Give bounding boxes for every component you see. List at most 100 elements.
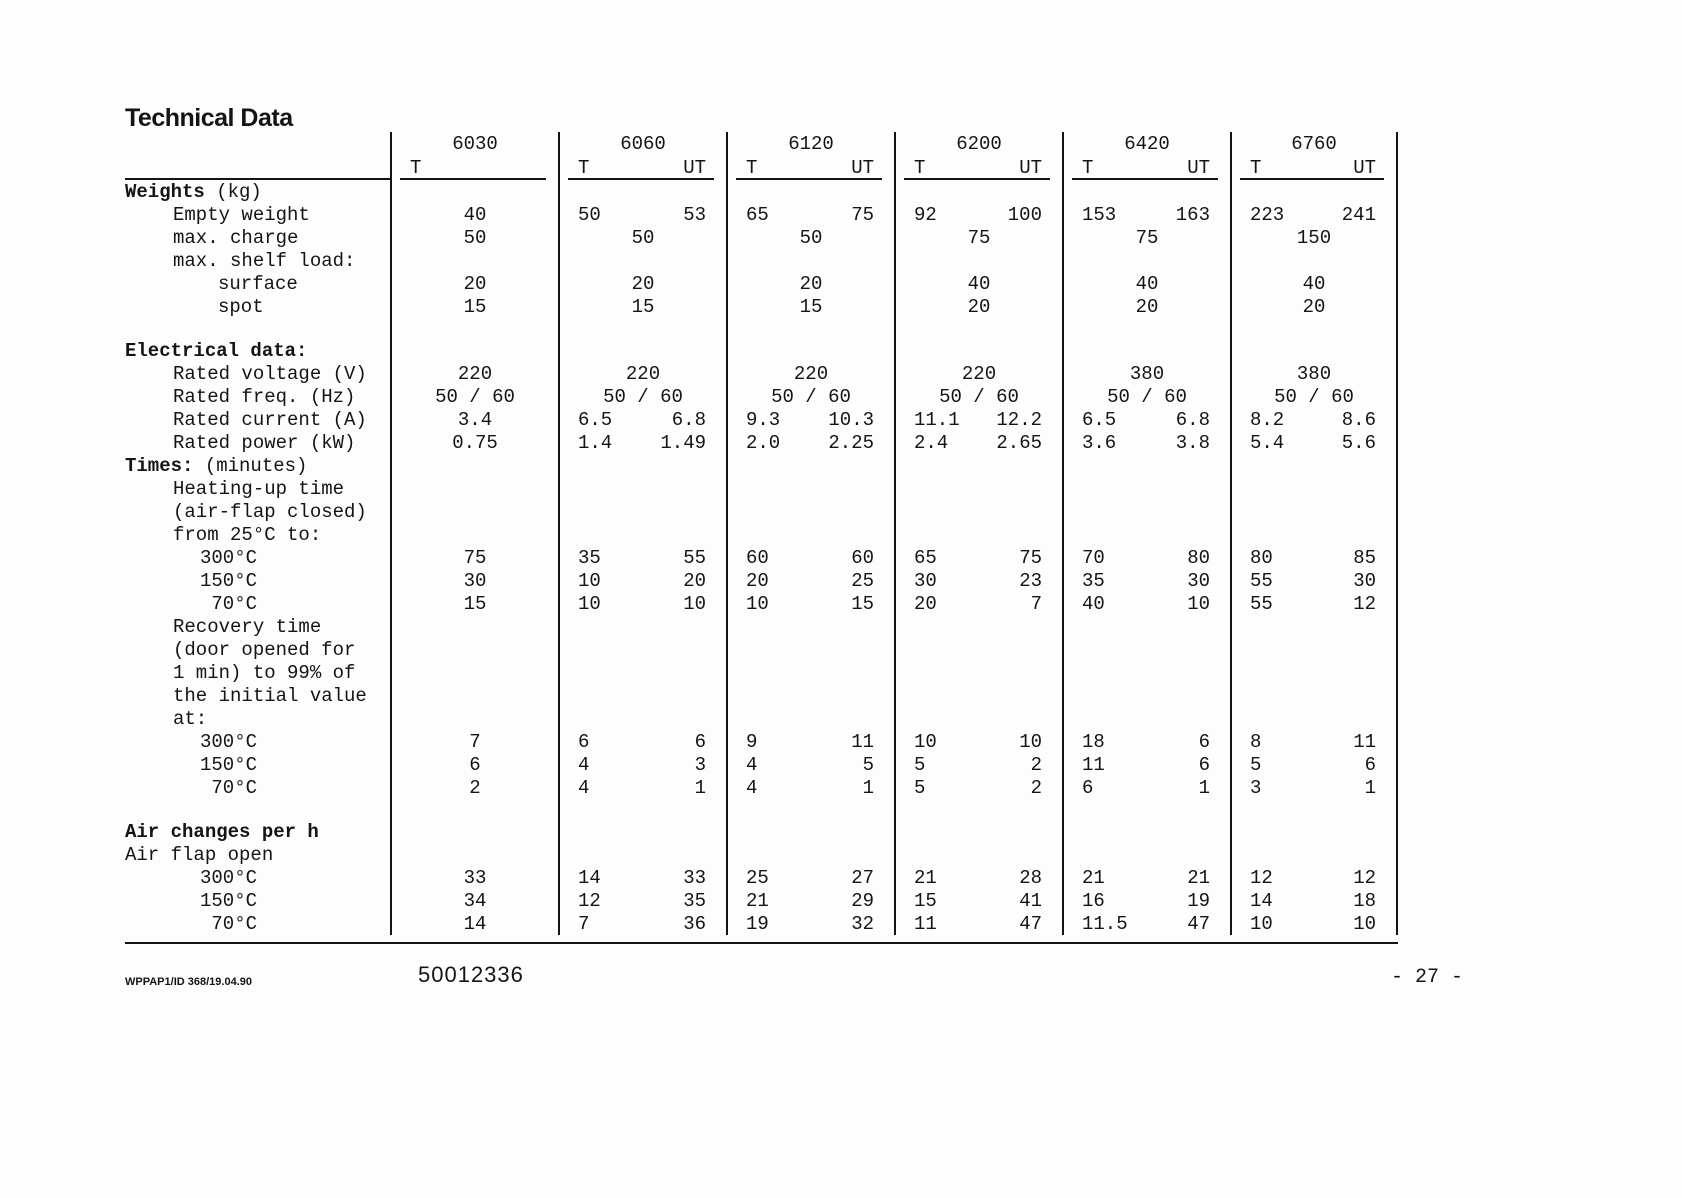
cell-value: 220 (793, 362, 829, 385)
cell-value-ut: 47 (1019, 912, 1042, 935)
value-cell-6760 (1230, 339, 1398, 362)
value-cell-6760 (1230, 249, 1398, 272)
table-row: max. charge 50 50 50 75 75 150 (125, 226, 1398, 249)
value-cell-6420 (1062, 454, 1230, 477)
row-label: surface (218, 272, 298, 295)
row-label-cell: max. shelf load: (125, 249, 390, 272)
cell-value-ut: 6 (1364, 753, 1376, 776)
cell-value-t: 10 (578, 569, 601, 592)
cell-value-ut: 1 (1198, 776, 1210, 799)
cell-value-ut: 8.6 (1341, 408, 1376, 431)
value-cell-6120 (726, 180, 894, 203)
cell-value-t: 6 (1082, 776, 1094, 799)
value-cell-6420: 18 6 (1062, 730, 1230, 753)
value-cell-6120: 20 (726, 272, 894, 295)
row-label-cell: at: (125, 707, 390, 730)
row-label: 300°C (199, 546, 257, 569)
cell-value-t: 4 (578, 753, 590, 776)
value-cell-6200 (894, 249, 1062, 272)
value-cell-6200 (894, 615, 1062, 638)
value-cell-6030: 3.4 (390, 408, 558, 431)
value-cell-6120 (726, 477, 894, 500)
row-label: 300°C (199, 730, 257, 753)
row-label-cell: Rated voltage (V) (125, 362, 390, 385)
cell-value-t: 9.3 (746, 408, 781, 431)
value-cell-6060 (558, 615, 726, 638)
cell-value-ut: 6.8 (671, 408, 706, 431)
col-label-ut: UT (1187, 157, 1210, 179)
model-name: 6060 (620, 133, 666, 155)
model-header-6420: 6420 (1062, 132, 1230, 156)
row-label-cell: Air changes per h (125, 820, 390, 843)
row-label-bold: Times: (125, 454, 194, 477)
cell-value: 50 / 60 (435, 385, 515, 408)
value-cell-6030: 34 (390, 889, 558, 912)
value-cell-6120 (726, 500, 894, 523)
cell-value-ut: 18 (1353, 889, 1376, 912)
row-label: 300°C (199, 866, 257, 889)
row-label: 70°C (211, 912, 257, 935)
cell-value-ut: 2 (1030, 753, 1042, 776)
model-name: 6120 (788, 133, 834, 155)
value-cell-6030 (390, 249, 558, 272)
value-cell-6420 (1062, 707, 1230, 730)
row-label-cell: Rated power (kW) (125, 431, 390, 454)
table-row: Air changes per h (125, 820, 1398, 843)
value-cell-6200: 65 75 (894, 546, 1062, 569)
value-cell-6030 (390, 843, 558, 866)
cell-value-ut: 28 (1019, 866, 1042, 889)
value-cell-6120 (726, 318, 894, 339)
value-cell-6060 (558, 799, 726, 820)
cell-value-ut: 241 (1341, 203, 1376, 226)
cell-value: 50 / 60 (1107, 385, 1187, 408)
cell-value-ut: 32 (851, 912, 874, 935)
value-cell-6420: 70 80 (1062, 546, 1230, 569)
cell-value-t: 5 (914, 753, 926, 776)
tut-header-6030: T (390, 156, 558, 180)
row-label-cell: spot (125, 295, 390, 318)
cell-value-t: 5 (1250, 753, 1262, 776)
cell-value: 15 (463, 295, 487, 318)
value-cell-6030 (390, 339, 558, 362)
value-cell-6420 (1062, 339, 1230, 362)
cell-value-t: 50 (578, 203, 601, 226)
cell-value: 20 (799, 272, 823, 295)
value-cell-6120 (726, 661, 894, 684)
value-cell-6760: 55 30 (1230, 569, 1398, 592)
value-cell-6030 (390, 500, 558, 523)
value-cell-6060 (558, 523, 726, 546)
cell-value-ut: 2.25 (828, 431, 874, 454)
cell-value-ut: 29 (851, 889, 874, 912)
tut-header-6120: T UT (726, 156, 894, 180)
cell-value-ut: 10.3 (828, 408, 874, 431)
tut-header-6060: T UT (558, 156, 726, 180)
row-label: Heating-up time (173, 477, 345, 500)
table-body: Weights (kg) Empty weight 40 50 53 65 75 92 100 1… (125, 180, 1398, 935)
row-label-bold: Weights (125, 180, 205, 203)
cell-value: 75 (463, 546, 487, 569)
value-cell-6060 (558, 249, 726, 272)
row-label-cell: (door opened for (125, 638, 390, 661)
row-label: Recovery time (173, 615, 322, 638)
col-label-ut: UT (1353, 157, 1376, 179)
value-cell-6030 (390, 638, 558, 661)
value-cell-6420 (1062, 249, 1230, 272)
model-header-6200: 6200 (894, 132, 1062, 156)
value-cell-6420: 380 (1062, 362, 1230, 385)
value-cell-6030 (390, 661, 558, 684)
cell-value-t: 65 (914, 546, 937, 569)
cell-value-t: 10 (1250, 912, 1273, 935)
value-cell-6030: 2 (390, 776, 558, 799)
value-cell-6200 (894, 477, 1062, 500)
cell-value-ut: 30 (1353, 569, 1376, 592)
cell-value: 380 (1296, 362, 1332, 385)
table-row: spot 15 15 15 20 20 20 (125, 295, 1398, 318)
value-cell-6060 (558, 454, 726, 477)
row-label-cell: 300°C (125, 730, 390, 753)
table-row: (door opened for (125, 638, 1398, 661)
value-cell-6760: 14 18 (1230, 889, 1398, 912)
table-row: 70°C 15 10 10 10 15 20 7 40 10 55 12 (125, 592, 1398, 615)
